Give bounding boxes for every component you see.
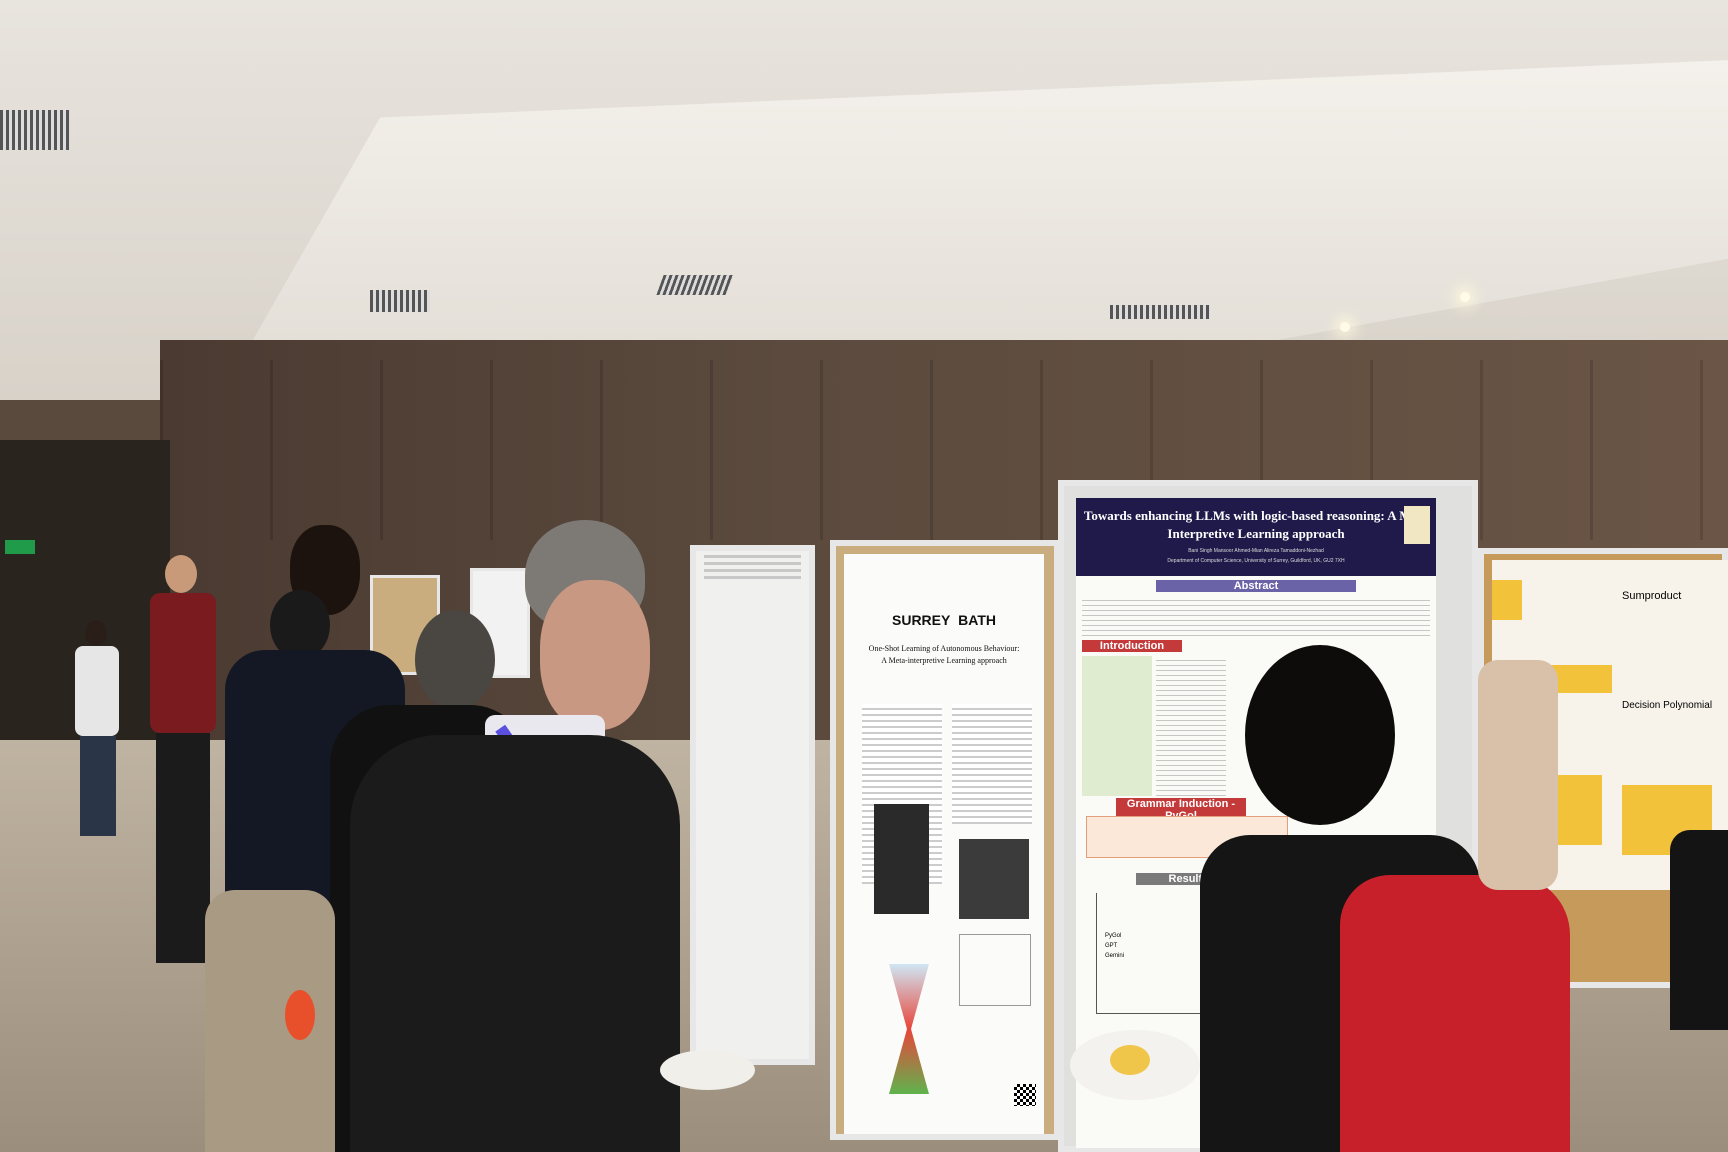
poster-bar-chart [959, 934, 1031, 1006]
poster-figure [874, 804, 929, 914]
intro-text [1156, 656, 1226, 796]
poster-funnel-figure [889, 964, 929, 1094]
backpack-beige [205, 890, 335, 1152]
wall-panels [160, 360, 1728, 540]
poster-figure [959, 839, 1029, 919]
person-walking-left [50, 620, 140, 850]
person-red-shirt [140, 555, 230, 995]
legend-item: GPT [1105, 943, 1118, 949]
exit-sign [5, 540, 35, 554]
poster-header: Towards enhancing LLMs with logic-based … [1076, 498, 1436, 576]
abstract-text [1082, 596, 1430, 636]
poster-title-line2: Interpretive Learning approach [1167, 526, 1345, 541]
results-chart: PyGol GPT Gemini [1096, 893, 1237, 1014]
man-grey-hair-lanyard [340, 520, 790, 1152]
legend-item: Gemini [1105, 953, 1125, 959]
ceiling-vent [0, 110, 70, 150]
poster-text-column [952, 704, 1032, 824]
poster-autonomous-behaviour: SURREY BATH One-Shot Learning of Autonom… [844, 554, 1044, 1134]
poster-board [690, 545, 815, 1065]
intro-text [1082, 656, 1152, 796]
poster-title-line1: Towards enhancing LLMs with logic-based … [1083, 508, 1429, 523]
ceiling-spotlight [1340, 322, 1350, 332]
ceiling-vent [370, 290, 430, 312]
poster-title: One-Shot Learning of Autonomous Behaviou… [868, 644, 1020, 653]
ceiling-vent [656, 275, 734, 295]
person-beige-coat [1478, 640, 1558, 890]
qr-code [1014, 1084, 1036, 1106]
section-introduction: Introduction [1082, 640, 1182, 652]
person-right-edge [1660, 790, 1728, 1090]
legend-item: PyGol [1105, 933, 1122, 939]
poster-board-middle: SURREY BATH One-Shot Learning of Autonom… [830, 540, 1060, 1140]
poster-heading: Sumproduct [1622, 590, 1682, 602]
paper-plate [660, 1050, 755, 1090]
orange-tag [285, 990, 315, 1040]
poster-heading: Decision Polynomial [1622, 700, 1713, 711]
university-crest [1404, 506, 1430, 544]
ceiling-spotlight [1460, 292, 1470, 302]
section-abstract: Abstract [1156, 580, 1356, 592]
man-red-backpack [1070, 645, 1580, 1152]
poster-authors: Bani Singh Mansoor Ahmed-Mian Alireza Ta… [1188, 548, 1324, 554]
poster-affiliation: Department of Computer Science, Universi… [1167, 558, 1345, 564]
red-backpack [1340, 875, 1570, 1152]
poster-subtitle: A Meta-interpretive Learning approach [881, 656, 1007, 665]
dessert [1110, 1045, 1150, 1075]
ceiling-vent [1110, 305, 1210, 319]
poster-logos: SURREY BATH [892, 612, 996, 628]
